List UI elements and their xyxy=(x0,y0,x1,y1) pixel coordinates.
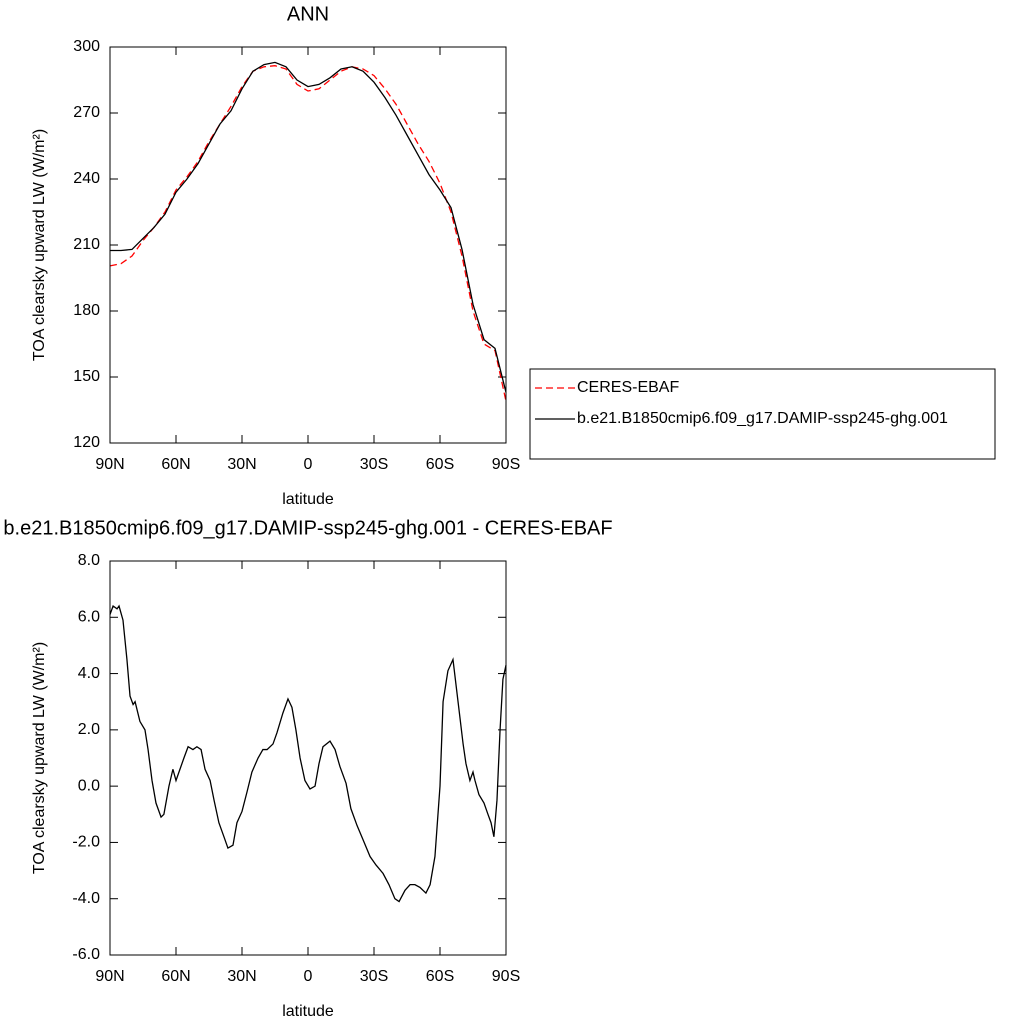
x-tick-label: 60S xyxy=(426,968,454,985)
x-tick-label: 90N xyxy=(95,456,124,473)
chart-title: b.e21.B1850cmip6.f09_g17.DAMIP-ssp245-gh… xyxy=(3,517,612,539)
x-tick-label: 30S xyxy=(360,968,388,985)
x-tick-label: 0 xyxy=(304,968,313,985)
y-tick-label: 210 xyxy=(73,236,100,253)
y-tick-label: 8.0 xyxy=(78,552,100,569)
plot-frame xyxy=(109,46,507,444)
data-line xyxy=(110,61,507,393)
x-tick-label: 30N xyxy=(227,968,256,985)
chart-title: ANN xyxy=(287,3,329,25)
y-tick-label: 240 xyxy=(73,170,100,187)
x-tick-label: 90S xyxy=(492,456,520,473)
x-tick-label: 0 xyxy=(304,456,313,473)
legend-box xyxy=(529,368,996,460)
x-tick-label: 60N xyxy=(161,968,190,985)
x-axis-label: latitude xyxy=(282,491,334,508)
y-axis-label: TOA clearsky upward LW (W/m²) xyxy=(31,642,48,874)
y-tick-label: 2.0 xyxy=(78,721,100,738)
legend-label: b.e21.B1850cmip6.f09_g17.DAMIP-ssp245-gh… xyxy=(577,410,948,427)
plot-frame xyxy=(109,560,507,956)
y-tick-label: 300 xyxy=(73,38,100,55)
legend: CERES-EBAF b.e21.B1850cmip6.f09_g17.DAMIP… xyxy=(529,368,996,460)
legend-label: CERES-EBAF xyxy=(577,379,679,396)
y-tick-label: 150 xyxy=(73,368,100,385)
y-tick-label: -6.0 xyxy=(72,946,100,963)
x-tick-label: 90N xyxy=(95,968,124,985)
y-tick-label: 120 xyxy=(73,434,100,451)
y-tick-label: 4.0 xyxy=(78,665,100,682)
y-axis-label: TOA clearsky upward LW (W/m²) xyxy=(31,129,48,361)
data-line xyxy=(109,604,507,903)
y-tick-label: -2.0 xyxy=(72,834,100,851)
y-tick-label: 180 xyxy=(73,302,100,319)
x-tick-label: 60S xyxy=(426,456,454,473)
x-tick-label: 60N xyxy=(161,456,190,473)
y-tick-label: 270 xyxy=(73,104,100,121)
x-tick-label: 90S xyxy=(492,968,520,985)
y-tick-label: 6.0 xyxy=(78,609,100,626)
data-line xyxy=(109,65,507,402)
x-tick-label: 30S xyxy=(360,456,388,473)
x-axis-label: latitude xyxy=(282,1003,334,1020)
x-tick-label: 30N xyxy=(227,456,256,473)
y-tick-label: -4.0 xyxy=(72,890,100,907)
y-tick-label: 0.0 xyxy=(78,777,100,794)
